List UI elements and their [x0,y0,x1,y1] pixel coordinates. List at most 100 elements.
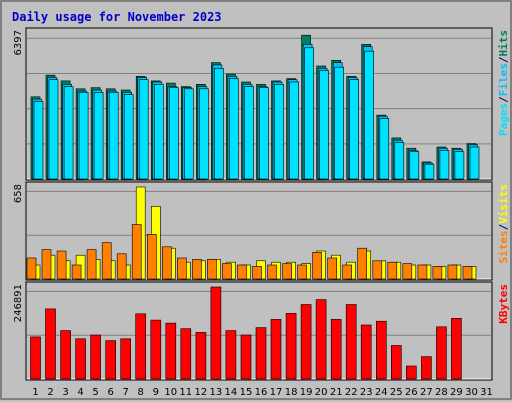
bar-sites-day-4 [71,264,82,280]
bar-kbytes-day-21 [330,319,342,380]
legend-entry: / [497,56,510,63]
bar-kbytes-day-10 [165,322,177,380]
day-label-19: 19 [300,387,313,398]
panel-visits_sites: 658 Sites/Visits [13,181,510,281]
bar-kbytes-day-27 [421,356,432,380]
bar-pages-day-17 [274,84,284,180]
day-label-1: 1 [32,387,38,398]
bar-kbytes-day-12 [195,332,207,380]
bar-sites-day-6 [101,242,112,280]
bar-sites-day-27 [417,264,428,280]
bar-pages-day-13 [214,68,224,180]
bar-pages-day-16 [259,87,269,180]
chart-title: Daily usage for November 2023 [12,10,222,24]
bar-pages-day-3 [63,86,74,180]
legend-entry: Pages [497,103,510,136]
bar-pages-day-19 [304,47,314,180]
bar-kbytes-day-28 [436,326,447,380]
bar-pages-day-23 [364,50,375,180]
bar-kbytes-day-2 [45,308,56,380]
day-label-29: 29 [450,387,463,398]
bar-kbytes-day-7 [120,338,131,380]
day-label-20: 20 [315,387,328,398]
bar-sites-day-26 [402,263,413,280]
legend-hits_files_pages: Pages/Files/Hits [497,30,510,136]
bar-pages-day-1 [33,101,44,180]
bar-sites-day-7 [116,253,127,280]
legend-entry: Sites [497,230,510,263]
bar-kbytes-day-3 [60,330,71,380]
bar-pages-day-7 [123,94,134,180]
day-label-24: 24 [375,387,388,398]
legend-visits_sites: Sites/Visits [497,184,510,264]
bar-kbytes-day-15 [240,334,252,380]
legend-entry: Files [497,63,510,96]
bar-kbytes-day-24 [375,320,387,380]
day-label-25: 25 [390,387,403,398]
bar-pages-day-10 [169,87,179,180]
bar-pages-day-8 [138,79,149,180]
day-label-26: 26 [405,387,418,398]
chart-panels: 6397Pages/Files/Hits658Sites/Visits24689… [13,27,510,381]
y-max-label: 246891 [13,284,24,322]
legend-entry: Visits [497,184,510,224]
bar-sites-day-28 [432,266,443,280]
bar-sites-day-13 [207,259,217,280]
bar-sites-day-25 [387,261,398,280]
day-label-17: 17 [270,387,283,398]
bar-sites-day-16 [252,266,262,280]
bar-kbytes-day-25 [390,345,402,380]
bar-kbytes-day-8 [135,313,146,380]
day-label-28: 28 [435,387,448,398]
bar-pages-day-12 [199,88,209,180]
bar-pages-day-4 [78,92,89,180]
bar-pages-day-15 [244,86,254,180]
day-labels: 1 2 3 4 5 6 7 8 9 10 11 12 13 14 15 16 17 18 19 20 21 22 23 24 2… [32,387,493,398]
bar-sites-day-9 [147,234,157,280]
bar-kbytes-day-26 [405,365,417,380]
bar-sites-day-5 [86,249,97,280]
day-label-12: 12 [195,387,208,398]
day-label-31: 31 [480,387,493,398]
bar-kbytes-day-23 [360,324,372,380]
bar-kbytes-day-22 [345,304,357,380]
day-label-3: 3 [62,387,68,398]
bar-pages-day-25 [394,142,405,180]
bar-kbytes-day-14 [225,330,237,380]
day-label-9: 9 [153,387,159,398]
legend-entry: Hits [497,30,510,57]
bar-sites-day-8 [131,224,142,280]
day-label-21: 21 [330,387,343,398]
bar-pages-day-18 [289,81,299,180]
bar-pages-day-22 [349,79,360,180]
bar-sites-day-19 [297,264,307,280]
bar-kbytes-day-29 [451,317,462,380]
bar-pages-day-24 [379,118,390,180]
bar-pages-day-27 [424,163,435,180]
panel-kbytes: 246891 KBytes [13,281,510,381]
bar-kbytes-day-4 [75,338,86,380]
bar-sites-day-15 [237,264,247,280]
day-label-8: 8 [138,387,144,398]
bar-pages-day-11 [184,88,194,180]
bar-pages-day-9 [154,84,164,180]
bar-pages-day-20 [319,70,329,180]
bar-sites-day-2 [41,249,52,280]
bar-pages-day-6 [108,92,119,180]
day-label-2: 2 [47,387,53,398]
bar-sites-day-3 [56,250,67,280]
legend-entry: / [497,223,510,230]
day-label-15: 15 [240,387,253,398]
bar-sites-day-11 [177,257,187,280]
y-max-label: 658 [13,184,24,203]
bar-sites-day-10 [162,246,172,280]
bar-kbytes-day-16 [255,327,267,380]
bar-kbytes-day-20 [315,299,327,380]
day-label-5: 5 [92,387,98,398]
day-label-7: 7 [123,387,129,398]
bar-kbytes-day-9 [150,319,162,380]
day-label-22: 22 [345,387,358,398]
